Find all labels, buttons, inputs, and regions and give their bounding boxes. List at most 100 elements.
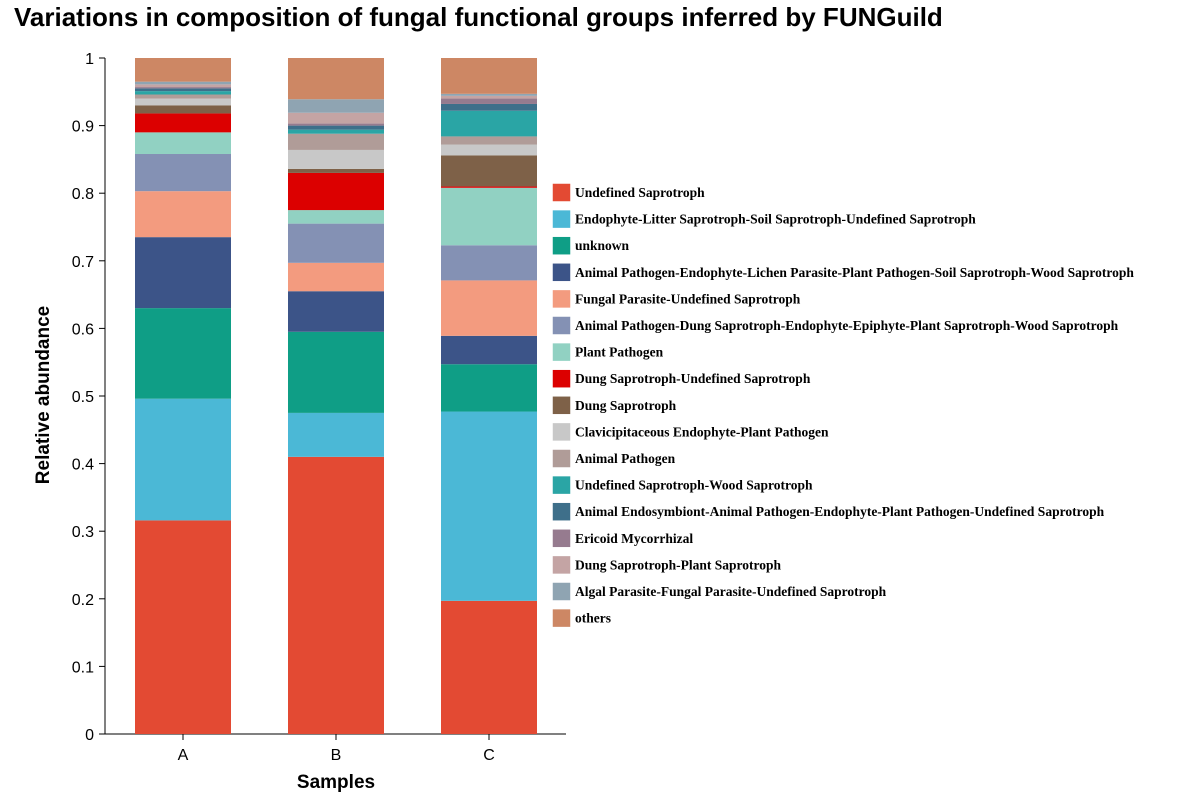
bar-segment — [441, 600, 537, 734]
y-tick-label: 0.4 — [72, 457, 94, 474]
legend-swatch — [551, 262, 572, 283]
legend-swatch — [551, 341, 572, 363]
bar-segment — [288, 412, 384, 457]
legend-label: Clavicipitaceous Endophyte-Plant Pathoge… — [575, 424, 829, 439]
bar-segment — [288, 210, 384, 224]
y-tick-label: 0 — [85, 727, 94, 744]
bar-segment — [288, 456, 384, 734]
bar-segment — [135, 105, 231, 114]
legend-label: Fungal Parasite-Undefined Saprotroph — [575, 291, 801, 306]
bar-segment — [135, 132, 231, 154]
legend-swatch — [551, 235, 572, 256]
bar-segment — [288, 223, 384, 263]
bar-segment — [135, 153, 231, 192]
y-tick-label: 0.6 — [72, 321, 94, 338]
x-axis-title: Samples — [297, 772, 375, 793]
y-tick-label: 0.7 — [72, 254, 94, 271]
bar-segment — [441, 144, 537, 156]
legend-label: Dung Saprotroph-Undefined Saprotroph — [575, 371, 811, 386]
legend-item: Ericoid Mycorrhizal — [551, 528, 693, 549]
bar-segment — [288, 172, 384, 211]
bar-segment — [441, 95, 537, 99]
bar-segment — [135, 91, 231, 95]
legend-label: Dung Saprotroph-Plant Saprotroph — [575, 557, 782, 572]
legend-label: Dung Saprotroph — [575, 398, 677, 413]
legend-label: unknown — [575, 238, 630, 253]
legend-swatch — [551, 315, 572, 336]
y-tick-label: 0.9 — [72, 119, 94, 136]
legend-label: Animal Pathogen — [575, 451, 676, 466]
bar-segment — [135, 81, 231, 85]
legend-label: Animal Endosymbiont-Animal Pathogen-Endo… — [575, 504, 1105, 519]
bar-segment — [288, 123, 384, 126]
legend-item: Dung Saprotroph-Undefined Saprotroph — [551, 368, 811, 389]
bar-segment — [135, 94, 231, 99]
y-tick-label: 1 — [85, 51, 94, 68]
legend-label: Undefined Saprotroph — [575, 185, 705, 200]
bar-segment — [441, 364, 537, 412]
bar-segment — [441, 98, 537, 104]
legend-label: Animal Pathogen-Dung Saprotroph-Endophyt… — [575, 318, 1119, 333]
y-tick-label: 0.8 — [72, 186, 94, 203]
legend-label: Ericoid Mycorrhizal — [575, 531, 693, 546]
bar-segment — [288, 58, 384, 100]
legend-swatch — [551, 607, 572, 629]
bar-segment — [441, 103, 537, 111]
bar-segment — [288, 331, 384, 413]
legend-label: Animal Pathogen-Endophyte-Lichen Parasit… — [575, 265, 1134, 280]
legend-item: Plant Pathogen — [551, 341, 664, 363]
y-tick-label: 0.1 — [72, 659, 94, 676]
bar-segment — [441, 155, 537, 187]
bar-segment — [441, 335, 537, 365]
bar-segment — [135, 191, 231, 238]
legend-item: Endophyte-Litter Saprotroph-Soil Saprotr… — [551, 208, 976, 230]
legend-item: Fungal Parasite-Undefined Saprotroph — [551, 288, 801, 310]
x-tick-label: B — [331, 747, 342, 764]
legend-swatch — [551, 501, 572, 522]
bar-segment — [288, 262, 384, 292]
legend-label: Algal Parasite-Fungal Parasite-Undefined… — [575, 584, 887, 599]
bar-stacks — [135, 58, 537, 734]
bar-segment — [135, 308, 231, 399]
legend-item: Dung Saprotroph — [551, 395, 677, 416]
legend-item: Algal Parasite-Fungal Parasite-Undefined… — [551, 581, 887, 602]
chart-title: Variations in composition of fungal func… — [14, 2, 943, 32]
y-axis: 0 0.1 0.2 0.3 0.4 0.5 0.6 0.7 0.8 0.9 1 — [72, 51, 106, 744]
legend-label: Endophyte-Litter Saprotroph-Soil Saprotr… — [575, 212, 976, 227]
bar-segment — [288, 99, 384, 113]
x-tick-label: A — [178, 747, 189, 764]
bar-segment — [441, 110, 537, 137]
legend-item: Dung Saprotroph-Plant Saprotroph — [551, 554, 782, 576]
legend-swatch — [551, 528, 572, 549]
bar-segment — [135, 84, 231, 88]
legend-swatch — [551, 421, 572, 443]
bar-segment — [288, 149, 384, 169]
x-axis: A B C — [105, 733, 566, 764]
legend-swatch — [551, 448, 572, 469]
bar-segment — [441, 58, 537, 94]
y-tick-label: 0.5 — [72, 389, 94, 406]
x-tick-label: C — [483, 747, 495, 764]
bar-segment — [441, 136, 537, 145]
bar-segment — [135, 98, 231, 106]
legend-swatch — [551, 474, 572, 496]
bar-segment — [441, 411, 537, 601]
legend-swatch — [551, 554, 572, 576]
legend-label: Plant Pathogen — [575, 345, 664, 360]
legend-item: unknown — [551, 235, 630, 256]
bar-segment — [441, 186, 537, 188]
bar-segment — [288, 129, 384, 134]
legend-label: Undefined Saprotroph-Wood Saprotroph — [575, 478, 813, 493]
legend-item: Animal Pathogen — [551, 448, 676, 469]
bar-segment — [441, 93, 537, 96]
legend-swatch — [551, 395, 572, 416]
bar-stack-b — [288, 58, 384, 734]
legend-item: Animal Pathogen-Endophyte-Lichen Parasit… — [551, 262, 1134, 283]
bar-segment — [288, 291, 384, 332]
bar-segment — [135, 58, 231, 82]
bar-segment — [288, 125, 384, 130]
legend-item: Animal Endosymbiont-Animal Pathogen-Endo… — [551, 501, 1105, 522]
bar-segment — [441, 280, 537, 336]
legend-swatch — [551, 182, 572, 203]
